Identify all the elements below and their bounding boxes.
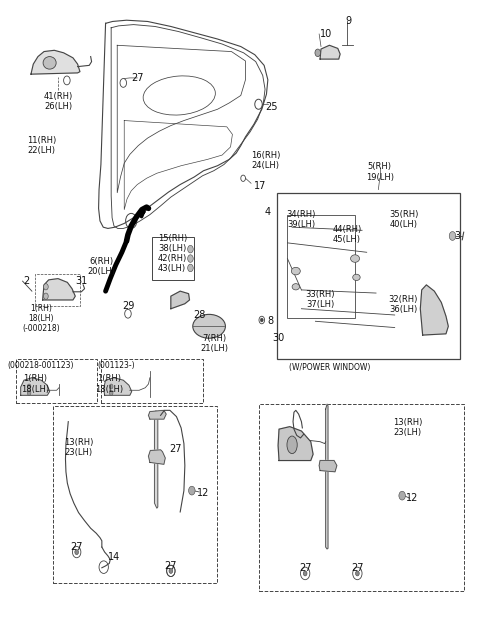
Text: 2: 2 [23, 276, 29, 286]
Text: 32(RH)
36(LH): 32(RH) 36(LH) [388, 295, 418, 314]
Text: 28: 28 [193, 310, 205, 320]
Circle shape [188, 255, 193, 262]
Circle shape [188, 264, 193, 272]
Circle shape [315, 49, 321, 57]
Ellipse shape [193, 314, 226, 338]
Text: (000218-001123): (000218-001123) [7, 361, 73, 370]
Text: 6(RH)
20(LH): 6(RH) 20(LH) [88, 256, 116, 275]
Bar [35, 273, 80, 306]
Text: 4: 4 [264, 207, 270, 217]
Text: 5(RH)
19(LH): 5(RH) 19(LH) [366, 163, 394, 181]
Polygon shape [148, 410, 166, 419]
Text: 1(RH)
18(LH): 1(RH) 18(LH) [21, 374, 49, 394]
Text: 35(RH)
40(LH): 35(RH) 40(LH) [389, 210, 419, 229]
Polygon shape [420, 285, 448, 335]
Text: 42(RH)
43(LH): 42(RH) 43(LH) [158, 254, 187, 273]
Polygon shape [278, 427, 313, 461]
Ellipse shape [292, 284, 300, 290]
Bar [260, 404, 464, 591]
Circle shape [75, 549, 79, 554]
Text: 29: 29 [122, 301, 134, 311]
Polygon shape [43, 278, 75, 300]
Text: 12: 12 [197, 488, 210, 498]
Text: 11(RH)
22(LH): 11(RH) 22(LH) [26, 136, 56, 155]
Text: 9: 9 [345, 16, 351, 26]
Text: 27: 27 [299, 563, 312, 573]
Circle shape [44, 293, 48, 299]
Polygon shape [325, 404, 328, 549]
Polygon shape [21, 378, 49, 395]
Text: 27: 27 [169, 444, 182, 454]
Bar [101, 359, 204, 403]
Ellipse shape [291, 267, 300, 275]
Text: 13(RH)
23(LH): 13(RH) 23(LH) [393, 418, 422, 437]
Text: 16(RH)
24(LH): 16(RH) 24(LH) [251, 151, 280, 170]
Polygon shape [31, 50, 80, 74]
Circle shape [109, 390, 113, 395]
Text: 13(RH)
23(LH): 13(RH) 23(LH) [64, 438, 93, 457]
Text: 1(RH)
18(LH): 1(RH) 18(LH) [95, 374, 123, 394]
Text: 3: 3 [455, 231, 461, 241]
Text: 12: 12 [406, 493, 419, 503]
Circle shape [27, 384, 31, 389]
Circle shape [189, 486, 195, 495]
Text: 41(RH)
26(LH): 41(RH) 26(LH) [43, 92, 72, 112]
Polygon shape [148, 450, 165, 464]
Text: 27: 27 [165, 561, 177, 571]
Bar [277, 193, 460, 359]
Text: 34(RH)
39(LH): 34(RH) 39(LH) [287, 210, 316, 229]
Circle shape [260, 318, 263, 322]
Polygon shape [319, 461, 337, 472]
Ellipse shape [287, 436, 297, 454]
Text: 31: 31 [75, 276, 87, 286]
Bar [288, 215, 355, 318]
Bar [152, 238, 194, 280]
Text: 30: 30 [273, 333, 285, 343]
Text: 10: 10 [320, 29, 332, 39]
Circle shape [109, 384, 113, 389]
Ellipse shape [353, 274, 360, 280]
Circle shape [188, 245, 193, 253]
Circle shape [44, 284, 48, 290]
Circle shape [169, 568, 173, 573]
Ellipse shape [43, 57, 56, 69]
Text: (001123-): (001123-) [97, 361, 135, 370]
Polygon shape [155, 410, 158, 508]
Text: 27: 27 [71, 542, 83, 552]
Bar [16, 359, 97, 403]
Ellipse shape [350, 255, 360, 262]
Text: 15(RH)
38(LH): 15(RH) 38(LH) [158, 234, 187, 253]
Polygon shape [104, 378, 132, 395]
Circle shape [356, 571, 359, 576]
Text: 27: 27 [351, 563, 364, 573]
Circle shape [27, 390, 31, 395]
Text: 27: 27 [131, 73, 144, 83]
Text: 1(RH)
18(LH)
(-000218): 1(RH) 18(LH) (-000218) [23, 304, 60, 333]
Circle shape [399, 491, 406, 500]
Text: 14: 14 [108, 552, 120, 562]
Text: 33(RH)
37(LH): 33(RH) 37(LH) [305, 290, 335, 309]
Text: 44(RH)
45(LH): 44(RH) 45(LH) [333, 225, 362, 244]
Text: 8: 8 [267, 316, 274, 326]
Bar [53, 406, 217, 583]
Text: 25: 25 [265, 102, 278, 112]
Circle shape [449, 232, 456, 241]
Polygon shape [320, 45, 340, 59]
Polygon shape [171, 291, 190, 309]
Text: 17: 17 [254, 181, 267, 191]
Text: 7(RH)
21(LH): 7(RH) 21(LH) [201, 335, 228, 353]
Text: (W/POWER WINDOW): (W/POWER WINDOW) [288, 363, 370, 372]
Circle shape [303, 571, 307, 576]
